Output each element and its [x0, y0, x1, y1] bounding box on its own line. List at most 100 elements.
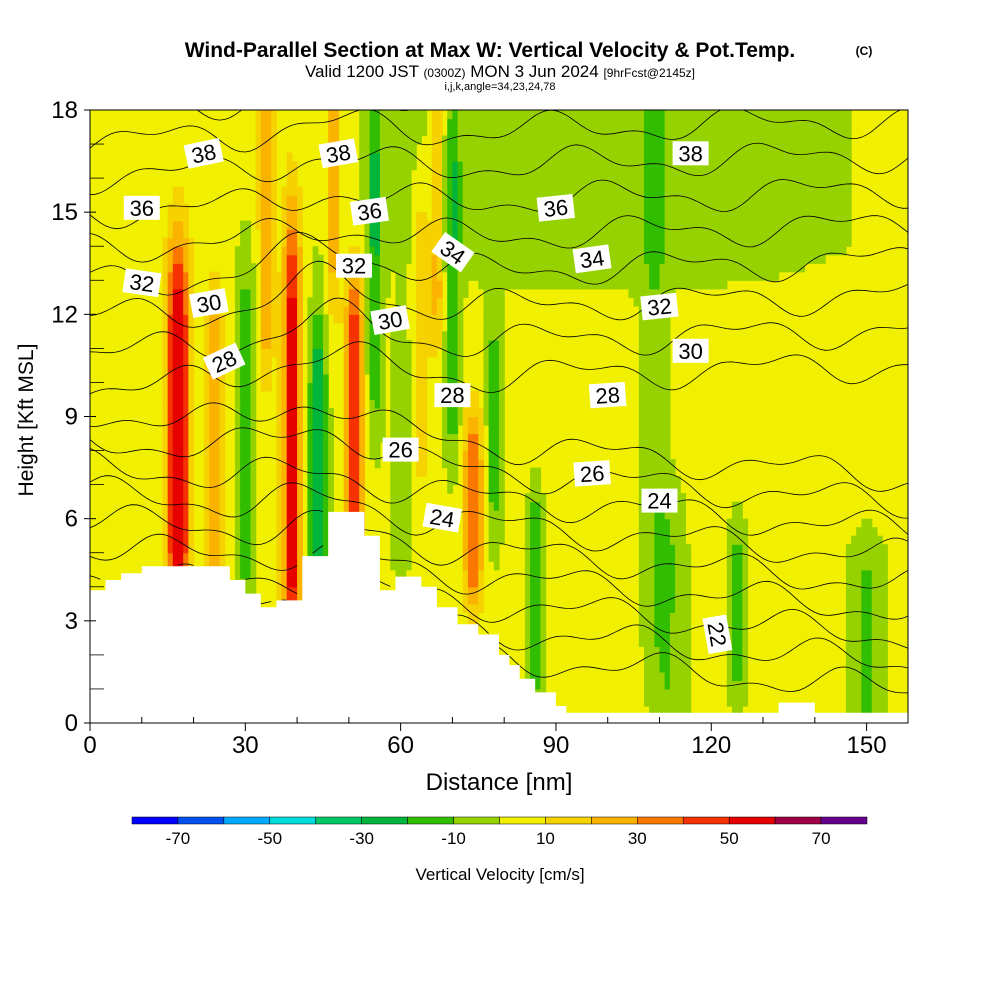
velocity-cell [488, 467, 495, 477]
velocity-cell [783, 144, 790, 154]
velocity-cell [675, 263, 681, 273]
velocity-cell [871, 629, 878, 639]
velocity-cell [291, 322, 298, 332]
velocity-cell [333, 169, 340, 179]
velocity-cell [524, 254, 531, 264]
velocity-cell [359, 331, 365, 341]
velocity-cell [188, 356, 195, 367]
velocity-cell [716, 110, 723, 120]
contour-label: 38 [672, 141, 709, 166]
velocity-cell [447, 178, 454, 188]
velocity-cell [581, 280, 588, 290]
velocity-cell [172, 459, 179, 469]
velocity-cell [467, 433, 474, 443]
velocity-cell [400, 186, 407, 196]
velocity-cell [643, 110, 650, 120]
velocity-cell [219, 399, 226, 409]
velocity-cell [188, 510, 195, 520]
velocity-cell [721, 195, 728, 205]
velocity-cell [711, 178, 718, 188]
velocity-cell [669, 544, 676, 554]
velocity-cell [276, 569, 283, 579]
velocity-cell [633, 195, 640, 205]
velocity-cell [478, 501, 485, 511]
velocity-cell [530, 671, 536, 682]
velocity-cell [602, 195, 609, 205]
velocity-cell [385, 203, 391, 213]
velocity-cell [400, 127, 407, 137]
velocity-cell [659, 578, 666, 588]
velocity-cell [535, 527, 542, 537]
velocity-cell [473, 493, 479, 503]
velocity-cell [830, 186, 837, 196]
velocity-cell [343, 501, 350, 511]
velocity-cell [654, 178, 661, 188]
velocity-cell [649, 246, 655, 256]
velocity-cell [675, 203, 681, 213]
velocity-cell [649, 467, 655, 477]
velocity-cell [638, 612, 645, 622]
velocity-cell [794, 110, 800, 120]
velocity-cell [499, 527, 505, 537]
velocity-cell [379, 161, 386, 171]
velocity-cell [379, 297, 386, 307]
velocity-cell [643, 544, 650, 554]
velocity-cell [250, 382, 257, 392]
velocity-cell [488, 280, 495, 290]
velocity-cell [706, 161, 712, 171]
velocity-cell [462, 569, 469, 579]
velocity-cell [804, 118, 811, 128]
velocity-cell [499, 535, 505, 545]
velocity-cell [731, 152, 738, 162]
velocity-cell [493, 442, 500, 452]
velocity-cell [203, 493, 210, 503]
velocity-cell [369, 399, 376, 409]
velocity-cell [400, 467, 407, 477]
velocity-cell [825, 118, 831, 128]
velocity-cell [659, 688, 666, 699]
velocity-cell [488, 203, 495, 213]
velocity-cell [592, 161, 598, 171]
velocity-cell [659, 697, 666, 707]
velocity-cell [286, 416, 293, 426]
velocity-cell [322, 314, 329, 324]
velocity-cell [876, 603, 883, 613]
velocity-cell [876, 595, 883, 605]
velocity-cell [726, 535, 733, 545]
y-tick-label: 9 [65, 404, 78, 431]
velocity-cell [633, 271, 640, 281]
velocity-cell [312, 467, 319, 477]
velocity-cell [385, 220, 391, 230]
velocity-cell [866, 697, 873, 707]
velocity-cell [333, 203, 340, 213]
velocity-cell [297, 459, 303, 469]
velocity-cell [716, 186, 723, 196]
velocity-cell [488, 425, 495, 435]
velocity-cell [281, 305, 288, 315]
velocity-cell [467, 237, 474, 247]
velocity-cell [545, 263, 552, 273]
velocity-cell [643, 467, 650, 477]
velocity-cell [711, 246, 718, 256]
velocity-cell [540, 578, 547, 588]
velocity-cell [499, 433, 505, 443]
contour-label-text: 26 [388, 438, 412, 463]
velocity-cell [493, 425, 500, 435]
velocity-cell [167, 212, 174, 222]
velocity-cell [271, 271, 277, 281]
velocity-cell [328, 425, 334, 435]
velocity-cell [840, 127, 847, 137]
velocity-cell [597, 178, 604, 188]
velocity-cell [354, 356, 360, 367]
velocity-cell [317, 399, 324, 409]
velocity-cell [354, 501, 360, 511]
velocity-cell [602, 229, 609, 239]
velocity-cell [618, 203, 624, 213]
velocity-cell [462, 212, 469, 222]
velocity-cell [286, 186, 293, 196]
velocity-cell [680, 578, 686, 588]
velocity-cell [654, 254, 661, 264]
velocity-cell [726, 663, 733, 673]
velocity-cell [602, 178, 609, 188]
